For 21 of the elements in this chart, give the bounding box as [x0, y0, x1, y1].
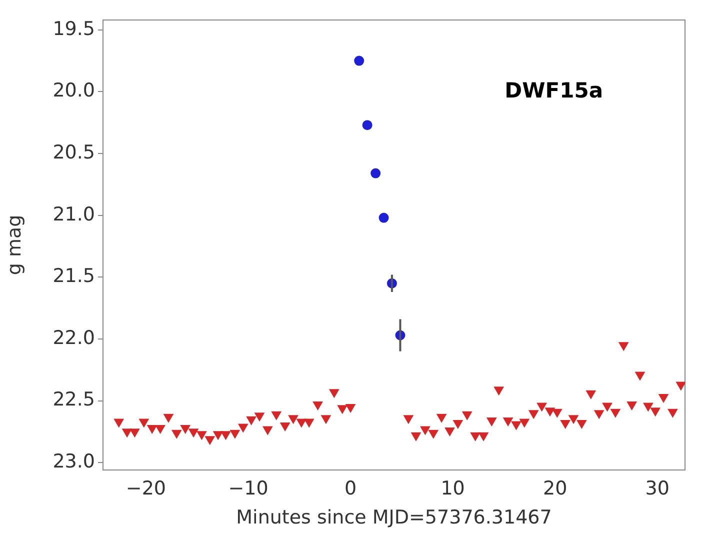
point — [370, 168, 381, 178]
y-axis-title: g mag — [3, 214, 26, 276]
x-axis-title: Minutes since MJD=57376.31467 — [236, 506, 552, 529]
point — [362, 120, 372, 130]
y-tick-label: 21.0 — [52, 203, 95, 226]
y-tick-label: 20.5 — [52, 141, 95, 164]
x-tick-label: −20 — [126, 477, 166, 500]
y-tick-label: 21.5 — [52, 265, 95, 288]
y-tick-label: 20.0 — [52, 80, 95, 102]
x-tick-label: −10 — [228, 477, 268, 500]
point — [378, 212, 389, 223]
annotation: DWF15a — [504, 78, 603, 102]
point — [354, 56, 364, 66]
x-tick-label: 10 — [440, 477, 465, 500]
x-tick-label: 30 — [645, 477, 670, 500]
y-tick-label: 22.5 — [52, 388, 95, 411]
x-tick-label: 0 — [344, 477, 357, 500]
y-tick-label: 23.0 — [52, 450, 95, 473]
y-tick-label: 19.5 — [52, 18, 95, 40]
y-tick-label: 22.0 — [52, 326, 95, 349]
x-tick-label: 20 — [543, 477, 568, 500]
